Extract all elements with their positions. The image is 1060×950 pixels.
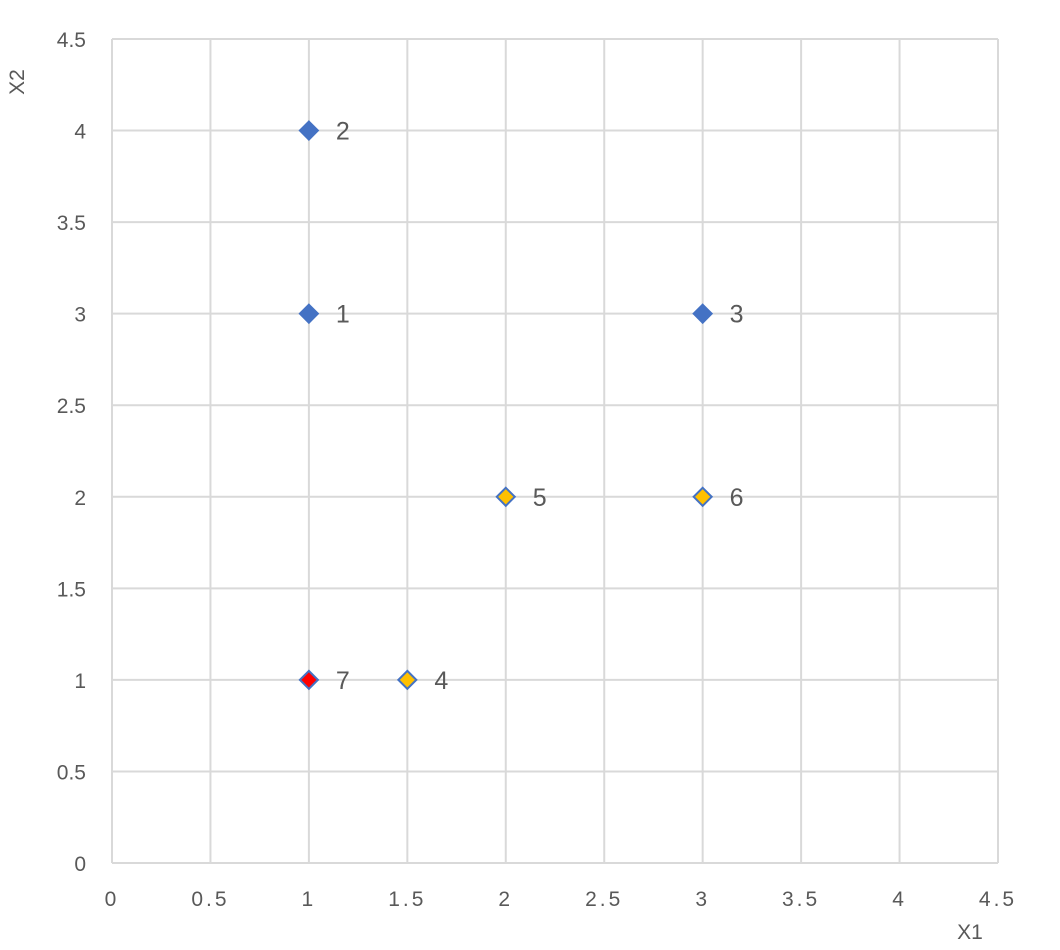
data-label-5: 5 xyxy=(533,484,547,512)
data-points xyxy=(298,120,714,691)
x-tick-label: 0 xyxy=(105,888,120,911)
data-point-1 xyxy=(298,303,320,325)
data-point-7 xyxy=(298,669,320,691)
x-tick-label: 3.5 xyxy=(782,888,820,911)
data-point-4 xyxy=(396,669,418,691)
data-point-2 xyxy=(298,120,320,141)
x-tick-label: 4 xyxy=(892,888,907,911)
gridlines xyxy=(111,38,999,864)
x-tick-label: 2.5 xyxy=(585,888,623,911)
y-tick-label: 0 xyxy=(74,853,86,876)
y-tick-label: 4.5 xyxy=(57,29,86,52)
x-tick-label: 4.5 xyxy=(979,888,1017,911)
y-axis-tick-labels: 0 0.5 1 1.5 2 2.5 3 3.5 4 4.5 xyxy=(57,29,87,876)
y-tick-label: 3.5 xyxy=(57,212,86,235)
y-tick-label: 1.5 xyxy=(57,578,86,601)
y-tick-label: 4 xyxy=(74,121,86,144)
data-label-4: 4 xyxy=(434,667,448,695)
x-tick-label: 1 xyxy=(302,888,317,911)
x-axis-tick-labels: 0 0.5 1 1.5 2 2.5 3 3.5 4 4.5 xyxy=(105,888,1017,911)
x-tick-label: 2 xyxy=(498,888,513,911)
data-labels: 1 2 3 4 5 6 7 xyxy=(336,118,744,695)
x-tick-label: 1.5 xyxy=(388,888,426,911)
data-point-3 xyxy=(692,303,714,325)
data-label-2: 2 xyxy=(336,118,350,146)
y-axis-title: X2 xyxy=(6,69,29,95)
x-axis-title: X1 xyxy=(957,921,983,944)
data-label-1: 1 xyxy=(336,301,350,329)
data-label-6: 6 xyxy=(730,484,744,512)
x-tick-label: 0.5 xyxy=(191,888,229,911)
data-point-6 xyxy=(692,486,714,508)
y-tick-label: 3 xyxy=(74,304,86,327)
y-tick-label: 1 xyxy=(74,670,86,693)
data-label-7: 7 xyxy=(336,667,350,695)
data-point-5 xyxy=(495,486,517,508)
x-tick-label: 3 xyxy=(695,888,710,911)
data-label-3: 3 xyxy=(730,301,744,329)
y-tick-label: 2 xyxy=(74,487,86,510)
y-tick-label: 0.5 xyxy=(57,761,86,784)
y-tick-label: 2.5 xyxy=(57,395,86,418)
